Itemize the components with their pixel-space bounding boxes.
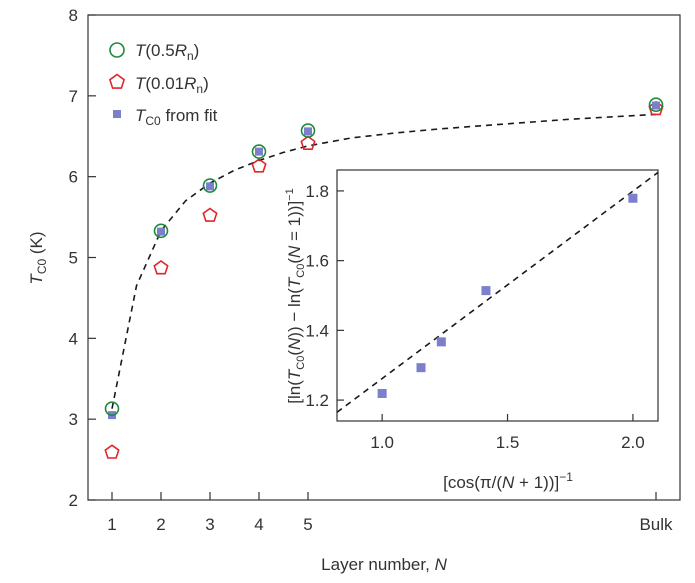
legend-marker-circle bbox=[109, 42, 125, 58]
inset-x-tick-label: 1.0 bbox=[370, 433, 394, 452]
main-x-tick-label: 4 bbox=[254, 515, 263, 534]
inset-chart: 1.0 1.5 2.0 1.2 1.4 1.6 1.8 [ln(TC0(N)) − ln(T… bbox=[284, 169, 659, 492]
point-hundredth-rn bbox=[300, 135, 316, 150]
legend-label-fit: TC0 from fit bbox=[135, 106, 218, 128]
inset-y-tick-label: 1.8 bbox=[305, 182, 329, 201]
inset-points bbox=[377, 193, 638, 398]
main-x-tick-label: 1 bbox=[107, 515, 116, 534]
main-x-tick-label: Bulk bbox=[639, 515, 673, 534]
main-y-tick-label: 2 bbox=[69, 491, 78, 510]
point-fit bbox=[652, 101, 660, 110]
main-y-tick-label: 7 bbox=[69, 87, 78, 106]
legend: T(0.5Rn) T(0.01Rn) TC0 from fit bbox=[108, 41, 218, 128]
point-hundredth-rn bbox=[251, 158, 267, 173]
main-fit-curve-group bbox=[111, 113, 657, 409]
point-half-rn bbox=[104, 401, 120, 416]
inset-x-tick-label: 1.5 bbox=[496, 433, 520, 452]
point-fit bbox=[206, 182, 214, 191]
point-half-rn bbox=[648, 97, 664, 113]
main-fit-curve bbox=[111, 113, 657, 409]
legend-marker-square bbox=[113, 110, 121, 118]
inset-point bbox=[628, 193, 638, 203]
point-half-rn bbox=[153, 223, 169, 239]
inset-x-axis-label: [cos(π/(N + 1))]−1 bbox=[443, 470, 573, 492]
point-hundredth-rn bbox=[202, 207, 218, 222]
inset-point bbox=[436, 337, 446, 347]
main-x-tick-label: 3 bbox=[205, 515, 214, 534]
inset-point bbox=[481, 286, 491, 296]
legend-item-hundredth-rn: T(0.01Rn) bbox=[108, 73, 209, 96]
inset-fit-line bbox=[336, 171, 659, 413]
main-x-tick-label: 5 bbox=[303, 515, 312, 534]
inset-fit-line-group bbox=[336, 171, 659, 413]
main-y-tick-label: 4 bbox=[69, 329, 78, 348]
main-y-tick-label: 5 bbox=[69, 249, 78, 268]
inset-y-axis-label: [ln(TC0(N)) − ln(TC0(N = 1))]−1 bbox=[284, 188, 307, 403]
inset-point bbox=[416, 363, 426, 373]
point-fit bbox=[255, 147, 263, 156]
legend-item-fit: TC0 from fit bbox=[113, 106, 218, 128]
main-y-tick-label: 8 bbox=[69, 6, 78, 25]
main-ticks: 2 3 4 5 6 7 8 1 2 3 4 5 Bulk bbox=[69, 6, 674, 534]
inset-point bbox=[377, 388, 387, 398]
inset-y-tick-label: 1.6 bbox=[305, 252, 329, 271]
point-fit bbox=[304, 127, 312, 136]
point-fit bbox=[157, 227, 165, 236]
point-hundredth-rn bbox=[153, 260, 169, 275]
main-points bbox=[104, 97, 664, 459]
point-hundredth-rn bbox=[104, 444, 120, 459]
legend-marker-pentagon bbox=[108, 73, 126, 89]
main-y-tick-label: 6 bbox=[69, 168, 78, 187]
legend-label-hundredth-rn: T(0.01Rn) bbox=[135, 74, 209, 96]
inset-x-tick-label: 2.0 bbox=[621, 433, 645, 452]
main-x-axis-label: Layer number, N bbox=[321, 555, 447, 574]
point-half-rn bbox=[300, 123, 316, 138]
point-hundredth-rn bbox=[648, 100, 664, 116]
legend-item-half-rn: T(0.5Rn) bbox=[109, 41, 199, 63]
point-half-rn bbox=[202, 178, 218, 193]
inset-y-tick-label: 1.4 bbox=[305, 321, 329, 340]
main-x-tick-label: 2 bbox=[156, 515, 165, 534]
main-chart: 2 3 4 5 6 7 8 1 2 3 4 5 Bulk TC0 (K) Layer number, N… bbox=[27, 6, 681, 574]
legend-label-half-rn: T(0.5Rn) bbox=[135, 41, 199, 63]
point-half-rn bbox=[251, 144, 267, 159]
main-y-tick-label: 3 bbox=[69, 410, 78, 429]
main-y-axis-label: TC0 (K) bbox=[27, 231, 49, 284]
inset-ticks: 1.0 1.5 2.0 1.2 1.4 1.6 1.8 bbox=[305, 182, 644, 452]
inset-y-tick-label: 1.2 bbox=[305, 391, 329, 410]
